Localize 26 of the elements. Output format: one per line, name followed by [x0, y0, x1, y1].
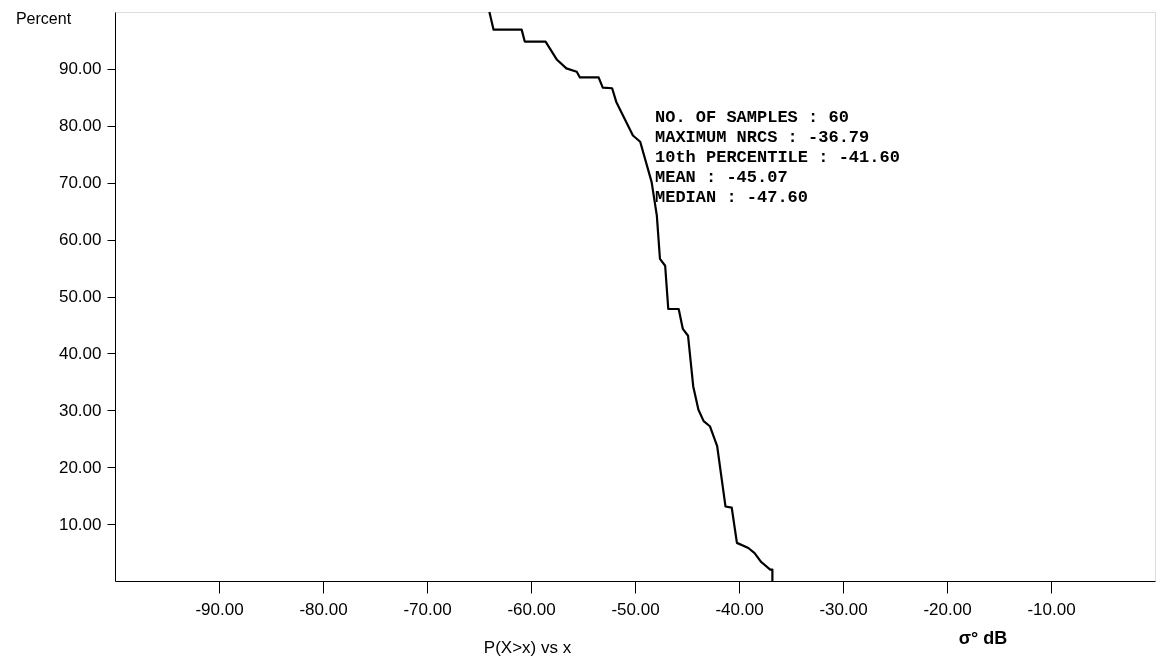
y-tick-label: 40.00 [58, 343, 102, 363]
annotation: MAXIMUM NRCS : -36.79 [655, 128, 870, 147]
text: σ° dB [958, 628, 1008, 648]
annotation: 10th PERCENTILE : -41.60 [655, 148, 900, 167]
y-axis-title: Percent [15, 9, 72, 27]
y-tick-label: 70.00 [58, 173, 102, 193]
x-axis-title: P(X>x) vs x [483, 637, 572, 657]
y-tick-label: 20.00 [58, 457, 102, 477]
x-tick-label: -70.00 [403, 599, 452, 619]
y-tick-label: 30.00 [58, 400, 102, 420]
x-tick-label: -20.00 [923, 599, 972, 619]
annotation: MEAN : -45.07 [655, 168, 788, 187]
x-tick-label: -50.00 [611, 599, 660, 619]
x-tick-label: -40.00 [715, 599, 764, 619]
x-tick-label: -90.00 [195, 599, 244, 619]
y-tick-label: 90.00 [58, 59, 102, 79]
x-tick-label: -60.00 [507, 599, 556, 619]
annotation: NO. OF SAMPLES : 60 [655, 108, 849, 127]
x-tick-label: -30.00 [819, 599, 868, 619]
y-tick-label: 10.00 [58, 514, 102, 534]
x-tick-label: -10.00 [1027, 599, 1076, 619]
x-tick-label: -80.00 [299, 599, 348, 619]
annotation: MEDIAN : -47.60 [655, 188, 809, 207]
y-tick-label: 80.00 [58, 116, 102, 136]
y-tick-label: 50.00 [58, 287, 102, 306]
y-tick-label: 60.00 [58, 230, 102, 250]
